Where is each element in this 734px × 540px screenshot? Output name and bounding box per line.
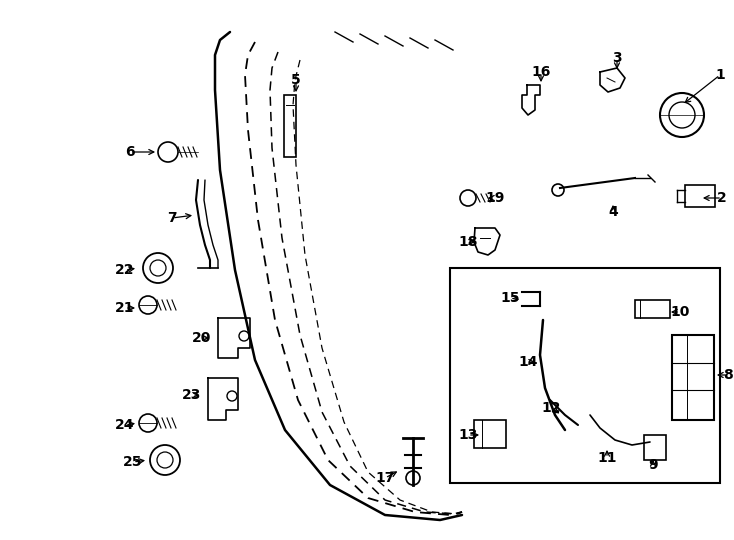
Text: 19: 19 xyxy=(485,191,505,205)
Text: 12: 12 xyxy=(541,401,561,415)
Bar xyxy=(284,95,296,157)
Text: 24: 24 xyxy=(115,418,135,432)
Bar xyxy=(450,268,720,483)
Text: 7: 7 xyxy=(167,211,177,225)
Text: 21: 21 xyxy=(115,301,135,315)
Bar xyxy=(685,185,715,207)
Text: 5: 5 xyxy=(291,73,301,87)
Text: 20: 20 xyxy=(192,331,211,345)
Text: 14: 14 xyxy=(518,355,538,369)
Text: 23: 23 xyxy=(182,388,202,402)
Text: 1: 1 xyxy=(715,68,725,82)
Text: 25: 25 xyxy=(123,455,142,469)
Text: 16: 16 xyxy=(531,65,550,79)
Text: 22: 22 xyxy=(115,263,135,277)
Text: 10: 10 xyxy=(670,305,690,319)
Text: 15: 15 xyxy=(501,291,520,305)
Text: 2: 2 xyxy=(717,191,727,205)
Bar xyxy=(635,300,670,318)
Text: 3: 3 xyxy=(612,51,622,65)
Text: 6: 6 xyxy=(126,145,135,159)
Text: 17: 17 xyxy=(375,471,395,485)
Bar xyxy=(644,435,666,460)
Text: 8: 8 xyxy=(723,368,733,382)
Text: 13: 13 xyxy=(458,428,478,442)
Text: 18: 18 xyxy=(458,235,478,249)
Bar xyxy=(474,420,506,448)
Bar xyxy=(672,335,714,420)
Text: 9: 9 xyxy=(648,458,658,472)
Text: 11: 11 xyxy=(597,451,617,465)
Text: 4: 4 xyxy=(608,205,618,219)
